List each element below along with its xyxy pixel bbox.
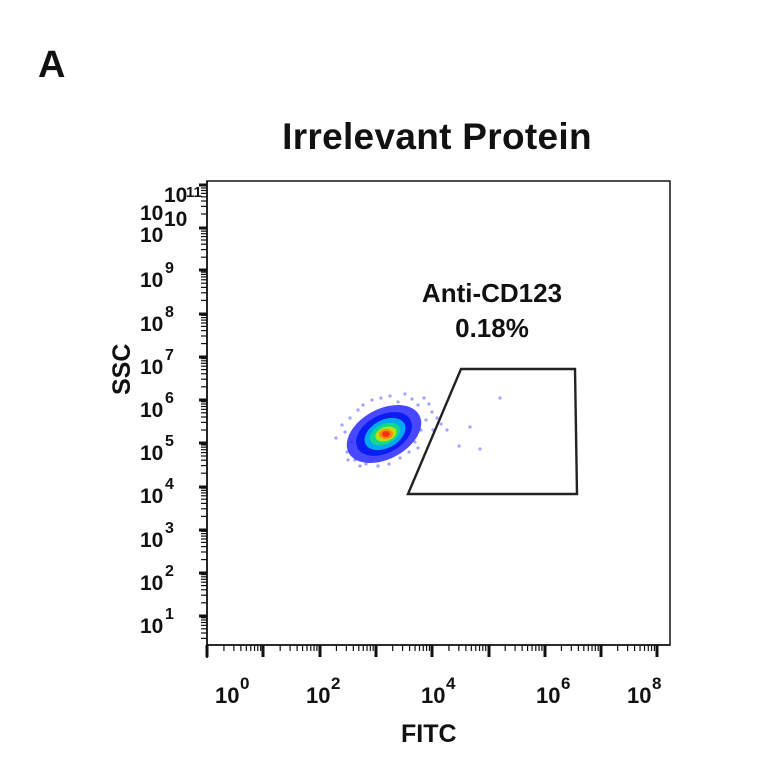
svg-text:10: 10	[140, 615, 163, 638]
gate-anti-cd123[interactable]	[406, 367, 579, 496]
svg-text:10: 10	[164, 208, 187, 231]
x-tick-labels: 10 0 10 2 10 4 10 6 10 8	[215, 674, 661, 708]
panel-label: A	[38, 44, 66, 86]
svg-text:2: 2	[165, 563, 174, 580]
svg-text:6: 6	[561, 674, 570, 693]
svg-text:10: 10	[140, 485, 163, 508]
svg-text:10: 10	[140, 224, 163, 247]
svg-text:10: 10	[164, 184, 187, 207]
y-tick-labels: 101 102 103 104 105 106 107 108 109 10 1…	[140, 184, 202, 638]
y-axis-label: SSC	[108, 343, 136, 395]
svg-text:0: 0	[240, 674, 249, 693]
svg-text:4: 4	[165, 476, 174, 493]
svg-text:8: 8	[165, 304, 174, 321]
svg-text:10: 10	[140, 202, 163, 225]
svg-text:10: 10	[140, 356, 163, 379]
gate-name: Anti-CD123	[421, 278, 563, 308]
svg-text:10: 10	[140, 572, 163, 595]
gate-percent: 0.18%	[455, 313, 529, 343]
svg-text:6: 6	[165, 390, 174, 407]
svg-text:10: 10	[627, 683, 651, 708]
svg-text:3: 3	[165, 520, 174, 537]
svg-text:8: 8	[652, 674, 661, 693]
svg-text:11: 11	[186, 184, 202, 201]
svg-text:10: 10	[140, 313, 163, 336]
svg-text:9: 9	[165, 260, 174, 277]
cell-population	[334, 392, 502, 468]
svg-text:1: 1	[165, 606, 174, 623]
svg-text:10: 10	[536, 683, 560, 708]
svg-text:10: 10	[306, 683, 330, 708]
x-axis	[205, 644, 670, 657]
svg-text:10: 10	[140, 399, 163, 422]
svg-text:10: 10	[215, 683, 239, 708]
svg-text:10: 10	[140, 269, 163, 292]
y-axis	[199, 181, 208, 658]
svg-text:4: 4	[446, 674, 456, 693]
svg-text:2: 2	[331, 674, 340, 693]
svg-text:7: 7	[165, 347, 174, 364]
plot-frame	[206, 180, 671, 646]
gate-label: Anti-CD123 0.18%	[380, 276, 604, 346]
svg-text:10: 10	[140, 529, 163, 552]
svg-text:10: 10	[421, 683, 445, 708]
chart-title: Irrelevant Protein	[282, 116, 592, 157]
svg-text:5: 5	[165, 433, 174, 450]
svg-text:10: 10	[140, 442, 163, 465]
x-axis-label: FITC	[401, 720, 457, 748]
